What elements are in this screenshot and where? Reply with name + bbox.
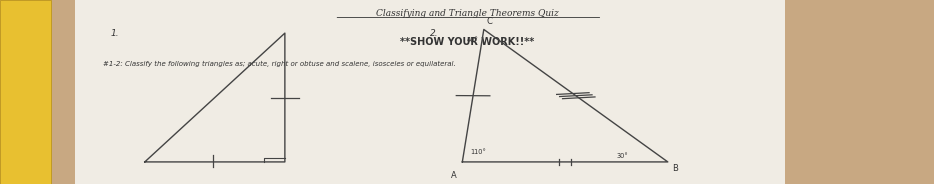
Text: Classifying and Triangle Theorems Quiz: Classifying and Triangle Theorems Quiz — [375, 9, 559, 18]
Text: 30°: 30° — [616, 153, 629, 159]
Text: 40°: 40° — [467, 37, 479, 43]
Text: B: B — [672, 164, 678, 173]
Bar — [0, 0, 51, 184]
Text: 110°: 110° — [470, 149, 486, 155]
Text: A: A — [451, 171, 457, 180]
Text: **SHOW YOUR WORK!!**: **SHOW YOUR WORK!!** — [400, 37, 534, 47]
Text: 1.: 1. — [110, 29, 119, 38]
Text: #1-2: Classify the following triangles as; acute, right or obtuse and scalene, i: #1-2: Classify the following triangles a… — [103, 61, 456, 67]
Bar — [75, 0, 785, 184]
Text: 2.: 2. — [430, 29, 438, 38]
Text: C: C — [487, 17, 492, 26]
